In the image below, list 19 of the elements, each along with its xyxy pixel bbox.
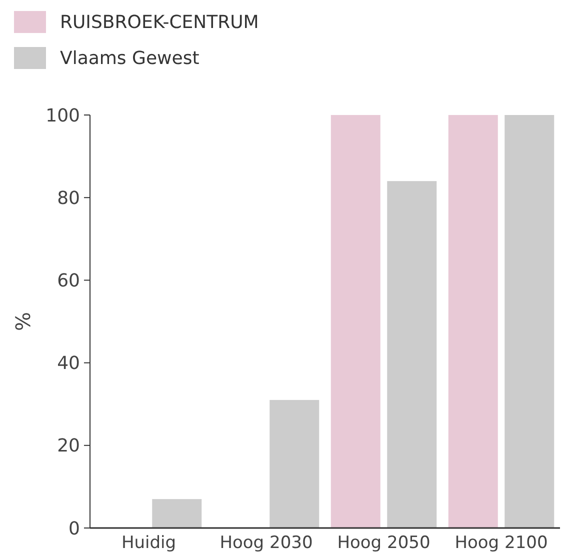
y-tick-label: 0 <box>68 518 80 540</box>
y-axis-title: % <box>11 312 35 332</box>
y-tick-label: 60 <box>57 270 80 292</box>
y-tick-label: 20 <box>57 436 80 457</box>
bar <box>448 115 498 528</box>
bar <box>270 400 320 528</box>
y-tick-label: 80 <box>57 188 80 209</box>
bar <box>504 115 554 528</box>
x-tick-label: Hoog 2030 <box>220 533 313 553</box>
legend-label: RUISBROEK-CENTRUM <box>60 12 259 33</box>
bar <box>152 499 202 528</box>
bar <box>387 181 437 528</box>
y-tick-label: 100 <box>46 105 80 126</box>
legend-label: Vlaams Gewest <box>60 48 200 69</box>
x-tick-label: Huidig <box>121 533 176 553</box>
x-tick-label: Hoog 2100 <box>454 533 548 553</box>
bar <box>330 115 380 528</box>
y-tick-label: 40 <box>57 353 80 374</box>
x-tick-label: Hoog 2050 <box>337 533 430 553</box>
